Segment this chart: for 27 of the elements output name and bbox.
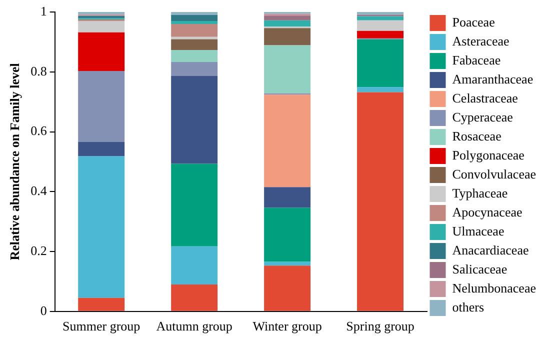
y-tick-label: 0.4 [30,183,48,198]
legend-label: Asteraceae [452,33,510,48]
legend-label: Anacardiaceae [452,242,529,258]
y-axis-title: Relative abundance on Family level [7,62,22,260]
legend-label: Nelumbonaceae [452,280,536,296]
legend-label: Poaceae [452,14,496,30]
y-tick-label: 1 [40,3,47,18]
x-tick-label: Spring group [346,318,414,334]
legend-label: Celastraceae [452,90,518,106]
legend-label: Rosaceae [452,128,502,144]
legend-label: Salicaceae [452,261,508,276]
y-tick-label: 0.6 [30,123,48,138]
legend-label: Typhaceae [452,185,508,200]
legend-label: Ulmaceae [452,223,504,238]
legend-label: Amaranthaceae [452,71,534,86]
y-tick-label: 0 [40,302,47,318]
x-tick-label: Summer group [62,318,140,334]
legend-label: Convolvulaceae [452,166,536,182]
legend-label: Polygonaceae [452,147,525,162]
y-tick-label: 0.2 [30,242,47,258]
legend-label: Fabaceae [452,52,501,68]
legend-label: Cyperaceae [452,109,514,124]
x-tick-label: Winter group [252,318,322,334]
legend-label: Apocynaceae [452,204,522,220]
x-tick-label: Autumn group [156,318,232,334]
y-tick-label: 0.8 [30,63,47,78]
legend-label: others [452,299,484,314]
